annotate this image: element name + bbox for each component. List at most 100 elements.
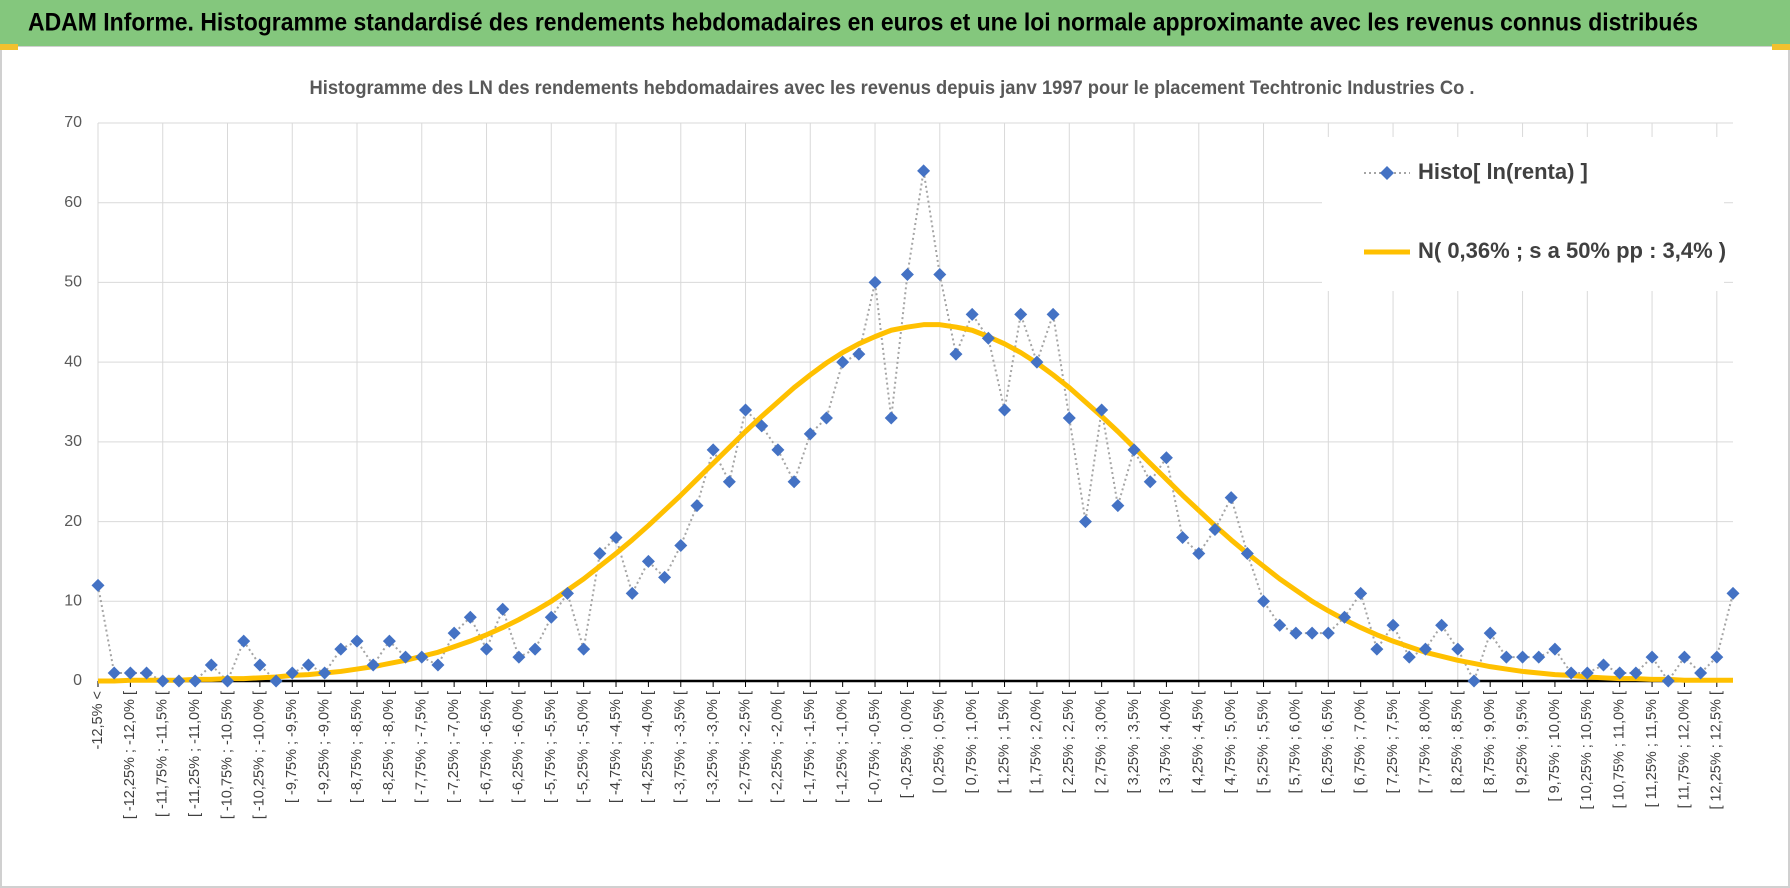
marker [593,546,607,560]
marker [1710,650,1724,664]
marker [496,602,510,616]
marker [690,499,704,513]
marker [544,610,558,624]
marker [204,658,218,672]
marker [1337,610,1351,624]
marker [399,650,413,664]
marker [188,674,202,688]
marker [1386,618,1400,632]
marker [512,650,526,664]
marker [1273,618,1287,632]
y-tick-label: 40 [64,353,82,370]
x-tick-label: [ 1,25% ; 1,5% [ [996,691,1012,793]
marker [625,586,639,600]
x-tick-label: [ 3,75% ; 4,0% [ [1158,691,1174,793]
marker [965,307,979,321]
x-tick-label: [ 12,25% ; 12,5% [ [1709,691,1725,810]
marker [123,666,137,680]
x-tick-label: [ 6,75% ; 7,0% [ [1353,691,1369,793]
x-tick-label: [ 11,75% ; 12,0% [ [1676,691,1692,808]
marker [933,267,947,281]
marker [1127,443,1141,457]
marker [237,634,251,648]
marker [1143,475,1157,489]
x-tick-label: [ -7,75% ; -7,5% [ [414,691,430,803]
marker [1548,642,1562,656]
marker [917,164,931,178]
marker [1305,626,1319,640]
marker [1062,411,1076,425]
marker [1580,666,1594,680]
x-tick-label: [ 8,75% ; 9,0% [ [1482,691,1498,793]
x-tick-label: [ -1,75% ; -1,5% [ [802,691,818,803]
x-tick-label: -12,5% < [90,691,106,749]
marker [1677,650,1691,664]
x-tick-label: [ 9,75% ; 10,0% [ [1547,691,1563,801]
marker [1257,594,1271,608]
x-tick-label: [ 3,25% ; 3,5% [ [1126,691,1142,793]
marker [819,411,833,425]
marker [674,538,688,552]
marker [318,666,332,680]
marker [658,570,672,584]
x-tick-label: [ -8,25% ; -8,0% [ [381,691,397,803]
marker [755,419,769,433]
x-tick-label: [ 11,25% ; 11,5% [ [1644,691,1660,807]
x-tick-label: [ -0,25% ; 0,0% [ [899,691,915,798]
marker [1499,650,1513,664]
x-tick-label: [ -3,25% ; -3,0% [ [705,691,721,803]
x-tick-label: [ 5,75% ; 6,0% [ [1288,691,1304,793]
x-tick-label: [ -1,25% ; -1,0% [ [834,691,850,803]
x-tick-label: [ 10,75% ; 11,0% [ [1612,691,1628,808]
x-tick-label: [ 4,25% ; 4,5% [ [1191,691,1207,793]
marker [1467,674,1481,688]
marker [1402,650,1416,664]
marker [463,610,477,624]
x-tick-label: [ -12,25% ; -12,0% [ [122,691,138,819]
y-tick-label: 70 [64,114,82,131]
marker [1321,626,1335,640]
marker [900,267,914,281]
marker [1370,642,1384,656]
marker [1289,626,1303,640]
legend: Histo[ ln(renta) ] N( 0,36% ; s a 50% pp … [1322,137,1726,291]
x-tick-label: [ -6,75% ; -6,5% [ [478,691,494,803]
x-tick-label: [ -11,75% ; -11,5% [ [155,691,171,817]
marker [447,626,461,640]
marker [366,658,380,672]
y-tick-label: 50 [64,274,82,291]
x-tick-label: [ 7,25% ; 7,5% [ [1385,691,1401,793]
marker [1694,666,1708,680]
legend-label: Histo[ ln(renta) ] [1418,159,1588,184]
marker [415,650,429,664]
marker [1159,451,1173,465]
marker [221,674,235,688]
marker [1208,523,1222,537]
marker [334,642,348,656]
x-tick-label: [ -3,75% ; -3,5% [ [673,691,689,803]
marker [739,403,753,417]
y-tick-label: 10 [64,593,82,610]
marker [140,666,154,680]
header-accent [0,44,18,50]
marker [1078,515,1092,529]
marker [852,347,866,361]
x-tick-label: [ 10,25% ; 10,5% [ [1579,691,1595,810]
marker [1596,658,1610,672]
marker [803,427,817,441]
marker [1451,642,1465,656]
x-tick-label: [ -9,75% ; -9,5% [ [284,691,300,803]
y-tick-label: 60 [64,194,82,211]
header-accent [1772,44,1790,50]
marker [1014,307,1028,321]
marker [285,666,299,680]
marker [107,666,121,680]
marker [706,443,720,457]
marker [1111,499,1125,513]
x-tick-label: [ 9,25% ; 9,5% [ [1514,691,1530,793]
x-tick-label: [ -2,25% ; -2,0% [ [770,691,786,803]
marker [1661,674,1675,688]
marker [560,586,574,600]
x-tick-label: [ -11,25% ; -11,0% [ [187,691,203,817]
legend-box [1322,137,1724,291]
